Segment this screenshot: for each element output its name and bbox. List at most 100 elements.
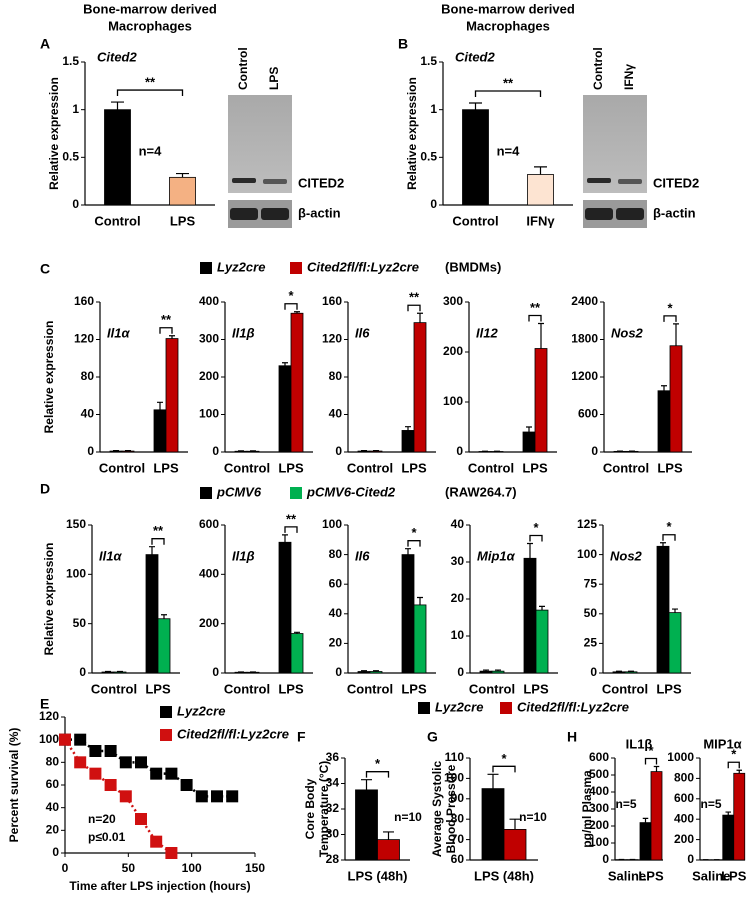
error-bar xyxy=(539,605,545,611)
error-bar xyxy=(405,548,411,555)
y-tick-label: 1.5 xyxy=(420,54,437,68)
blot-band xyxy=(587,178,611,183)
header: Macrophages xyxy=(108,18,192,33)
x-tick-label: Control xyxy=(469,681,515,696)
blot-band xyxy=(261,208,289,220)
error-bar xyxy=(661,385,667,391)
significance-bracket xyxy=(116,89,184,97)
significance-label: * xyxy=(411,525,417,540)
x-tick-label: LPS xyxy=(721,868,747,883)
x-tick-label: Control xyxy=(347,681,393,696)
survival-marker xyxy=(104,779,117,791)
error-bar xyxy=(157,401,163,410)
band-label: β-actin xyxy=(298,205,341,220)
x-tick-label: Control xyxy=(603,460,649,475)
survival-marker xyxy=(89,767,102,780)
y-tick-label: 100 xyxy=(443,394,463,408)
y-axis-label: Relative expression xyxy=(405,77,419,190)
significance-bracket xyxy=(407,304,421,312)
significance-bracket xyxy=(492,765,516,773)
bar xyxy=(462,109,489,206)
lane-label: LPS xyxy=(267,67,281,90)
x-tick-label: Saline xyxy=(608,868,646,883)
band-label: CITED2 xyxy=(653,175,699,190)
band-label: β-actin xyxy=(653,205,696,220)
significance-label: * xyxy=(667,300,673,315)
survival-marker xyxy=(165,767,178,780)
significance-bracket xyxy=(529,534,543,542)
survival-marker xyxy=(74,756,87,769)
y-axis-label: Relative expression xyxy=(42,321,56,434)
significance-label: ** xyxy=(161,312,172,327)
panel-title: Nos2 xyxy=(611,325,644,340)
blot-band xyxy=(230,208,258,220)
y-tick-label: 125 xyxy=(577,517,597,531)
lane-label: Control xyxy=(591,47,605,90)
bar xyxy=(401,554,415,674)
error-bar xyxy=(538,322,544,349)
y-tick-label: 0.5 xyxy=(420,150,437,164)
bar xyxy=(668,612,682,674)
y-tick-label: 100 xyxy=(577,547,597,561)
y-tick-label: 80 xyxy=(451,811,465,825)
panel-letter: E xyxy=(40,696,49,712)
bar xyxy=(113,671,127,674)
y-tick-label: 300 xyxy=(589,801,609,815)
bar xyxy=(613,450,627,453)
blot-band xyxy=(616,208,644,220)
y-axis-label: Core Body xyxy=(303,778,317,839)
significance-label: * xyxy=(501,751,507,766)
bar xyxy=(377,839,400,861)
x-tick-label: 50 xyxy=(122,861,136,875)
y-tick-label: 0 xyxy=(590,665,597,679)
y-tick-label: 32 xyxy=(326,801,340,815)
error-bar xyxy=(417,596,423,605)
error-bar xyxy=(534,166,547,175)
legend-swatch xyxy=(200,487,212,499)
bar xyxy=(625,450,639,453)
bar xyxy=(290,312,304,453)
significance-label: ** xyxy=(503,75,514,90)
significance-bracket xyxy=(644,757,658,765)
y-tick-label: 110 xyxy=(445,750,465,764)
bar xyxy=(722,814,735,861)
y-tick-label: 200 xyxy=(199,369,219,383)
legend-label: Lyz2cre xyxy=(177,703,225,718)
error-bar xyxy=(417,312,423,323)
bar xyxy=(523,557,537,674)
y-tick-label: 60 xyxy=(451,852,465,866)
bar xyxy=(479,670,493,674)
legend-label: Lyz2cre xyxy=(217,259,265,274)
panel-title: Il12 xyxy=(476,325,498,340)
y-tick-label: 0 xyxy=(87,444,94,458)
legend-swatch xyxy=(500,702,512,714)
error-bar xyxy=(469,102,482,110)
bar xyxy=(491,670,505,674)
bar xyxy=(153,409,167,453)
y-tick-label: 0 xyxy=(79,665,86,679)
bar xyxy=(534,348,548,453)
error-bar xyxy=(383,831,394,840)
y-tick-label: 0.5 xyxy=(62,150,79,164)
significance-bracket xyxy=(159,327,173,334)
x-tick-label: LPS xyxy=(657,460,683,475)
y-tick-label: 150 xyxy=(66,517,86,531)
panel-title: Il6 xyxy=(355,325,370,340)
x-tick-label: LPS xyxy=(170,213,196,228)
bar xyxy=(650,771,663,861)
x-tick-label: Control xyxy=(452,213,498,228)
y-tick-label: 0 xyxy=(212,665,219,679)
survival-marker xyxy=(74,733,87,746)
bar xyxy=(490,451,504,453)
bar xyxy=(522,431,536,453)
x-tick-label: LPS xyxy=(145,681,171,696)
bar xyxy=(657,390,671,453)
survival-marker xyxy=(89,745,102,757)
y-tick-label: 0 xyxy=(687,852,694,866)
bar xyxy=(478,451,492,453)
bar xyxy=(145,554,159,674)
x-axis-label: Time after LPS injection (hours) xyxy=(69,879,250,893)
bar xyxy=(104,109,131,206)
x-tick-label: LPS xyxy=(153,460,179,475)
